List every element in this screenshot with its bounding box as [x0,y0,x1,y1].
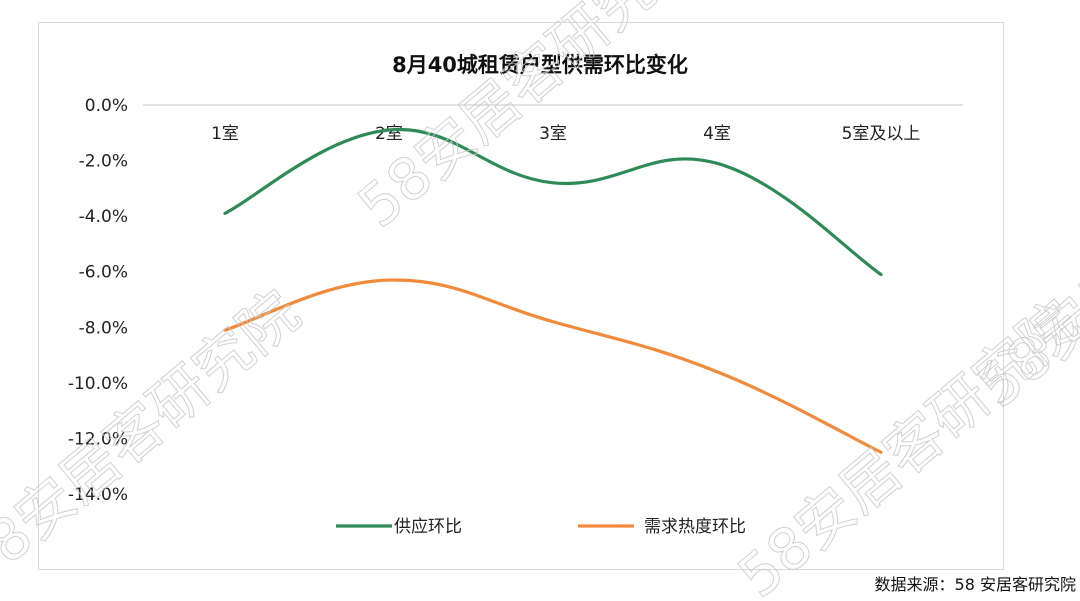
category-label: 5室及以上 [842,124,921,144]
category-label: 3室 [539,124,567,144]
category-label: 4室 [703,124,731,144]
source-note: 数据来源：58 安居客研究院 [874,575,1076,594]
y-axis-ticks: 0.0% -2.0% -4.0% -6.0% -8.0% -10.0% -12.0% -14.… [68,96,128,505]
legend-label-1: 供应环比 [394,517,462,537]
series-line-2 [223,278,883,454]
chart-frame [38,22,1004,570]
chart-title: 8月40城租赁户型供需环比变化 [392,53,688,77]
category-label: 1室 [211,124,239,144]
legend-label-2: 需求热度环比 [644,517,746,537]
y-tick-label: -10.0% [68,374,128,394]
y-tick-label: -2.0% [79,152,128,172]
y-tick-label: -4.0% [79,207,128,227]
legend: 供应环比 需求热度环比 [336,517,746,537]
series-line-1 [223,127,883,277]
y-tick-label: -8.0% [79,318,128,338]
category-label: 2室 [375,124,403,144]
y-tick-label: -6.0% [79,263,128,283]
category-labels: 1室 2室 3室 4室 5室及以上 [211,124,920,144]
y-tick-label: 0.0% [85,96,128,116]
y-tick-label: -14.0% [68,485,128,505]
y-tick-label: -12.0% [68,429,128,449]
series-lines [223,127,883,454]
